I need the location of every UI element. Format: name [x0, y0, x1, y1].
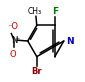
Text: ··: ·· [9, 52, 13, 57]
Text: Br: Br [31, 67, 42, 76]
Text: F: F [53, 7, 59, 16]
Text: +: + [14, 36, 19, 41]
Text: N: N [66, 36, 74, 46]
Text: N: N [11, 36, 18, 45]
Text: CH₃: CH₃ [28, 7, 42, 15]
Text: O: O [10, 50, 16, 59]
Text: ⁻O: ⁻O [7, 22, 18, 31]
